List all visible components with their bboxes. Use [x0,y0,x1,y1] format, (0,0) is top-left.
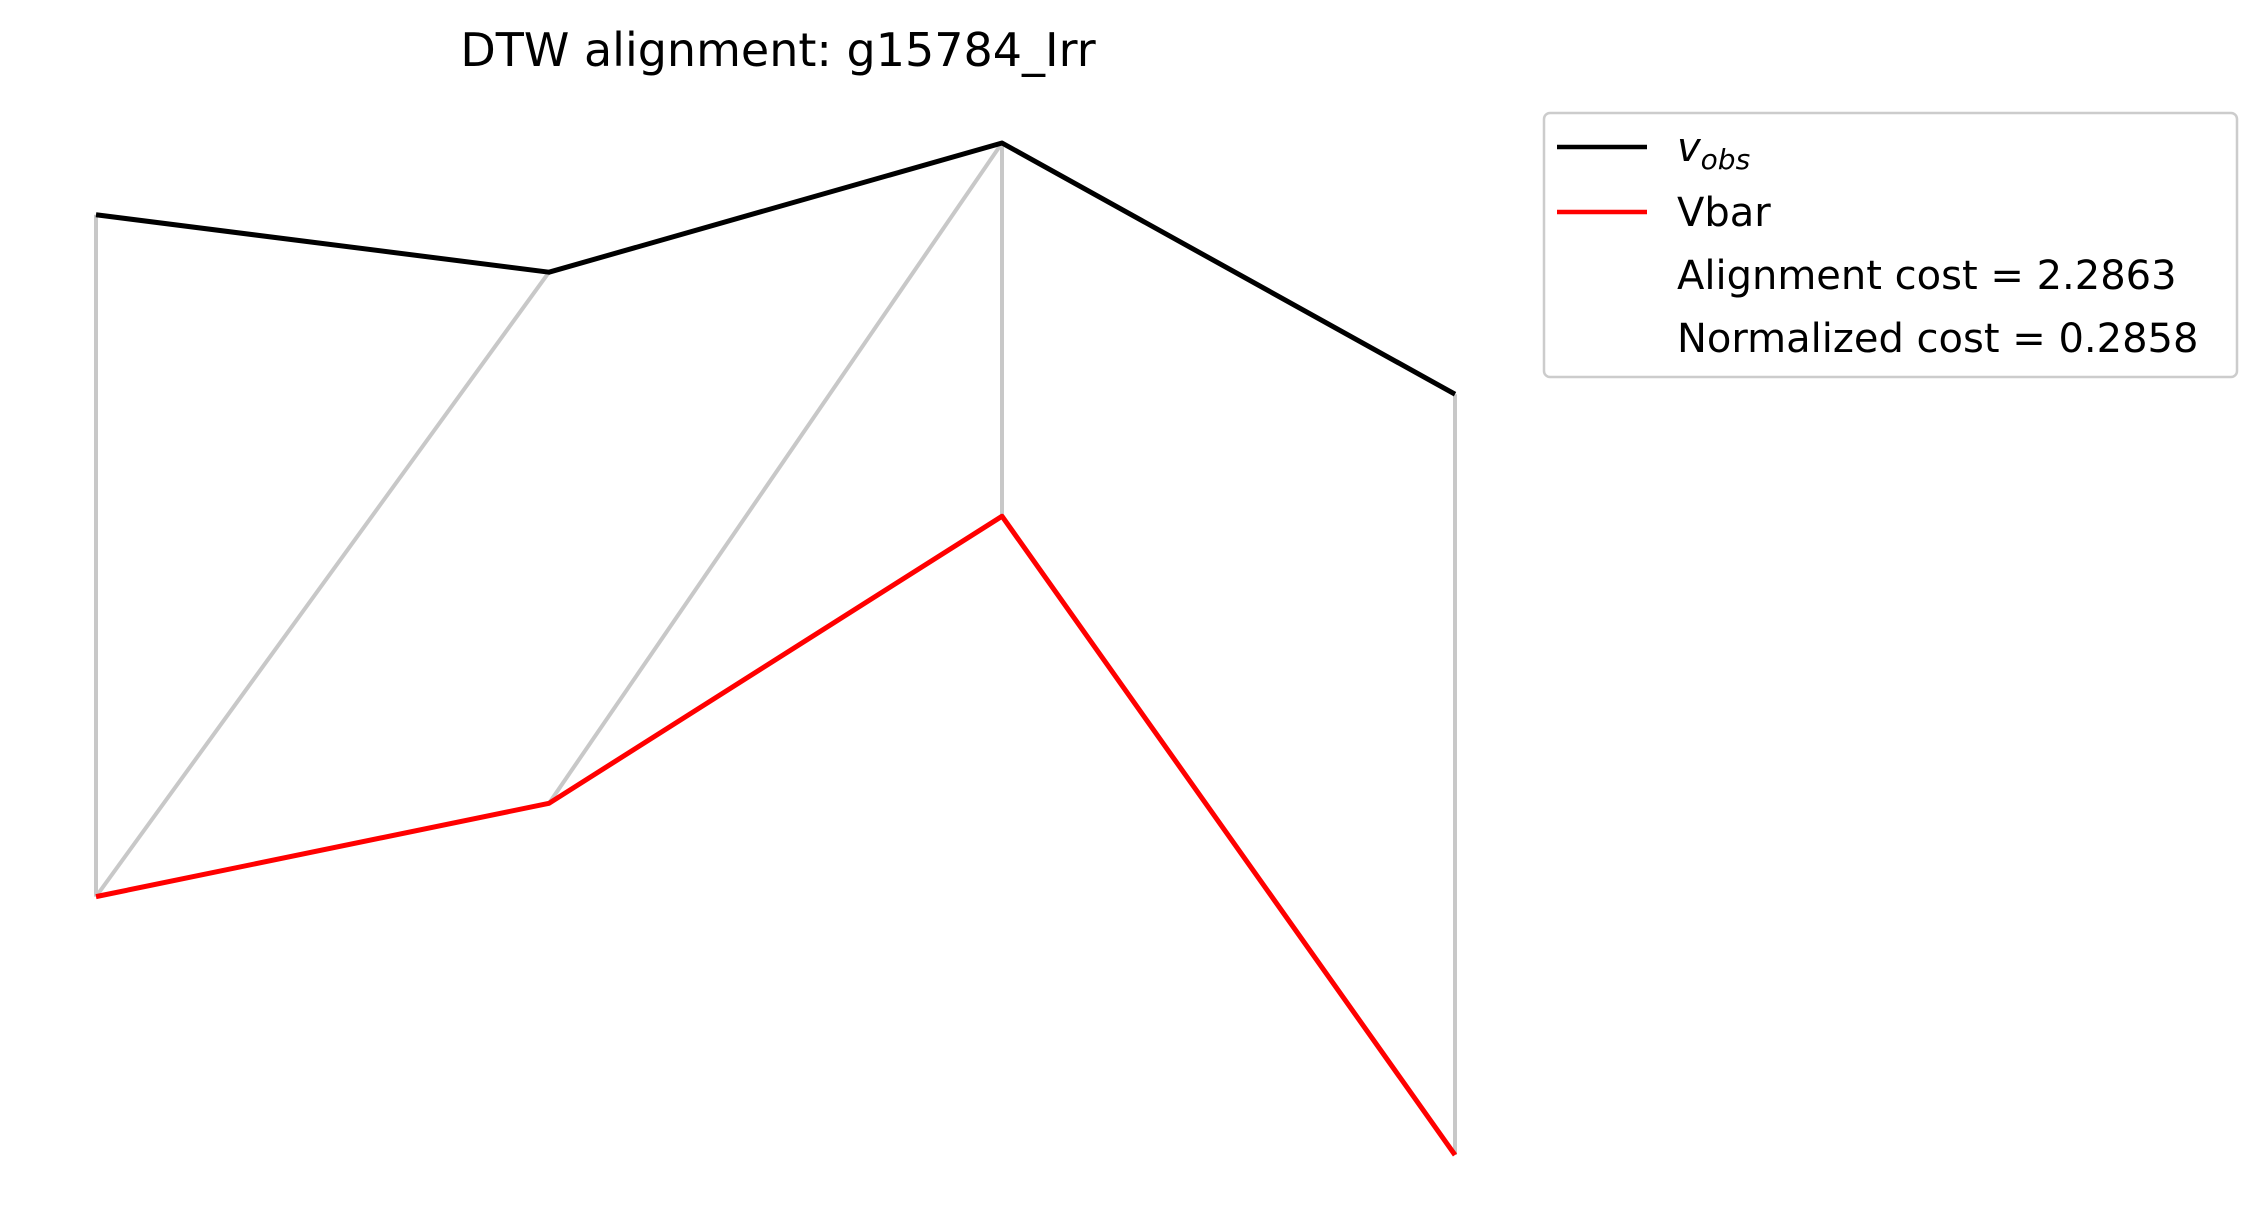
legend: vobs Vbar Alignment cost = 2.2863 Normal… [1542,111,2239,379]
series-lines [95,140,1458,1157]
legend-frame [1542,111,2239,379]
chart-title: DTW alignment: g15784_Irr [460,23,1095,77]
legend-alignment-cost: Alignment cost = 2.2863 [1677,253,2177,299]
legend-label-vbar: Vbar [1677,190,1771,236]
legend-label-v-obs: vobs [1677,125,1750,176]
alignment-line-1 [94,271,551,898]
alignment-lines [94,141,1457,1155]
legend-normalized-cost: Normalized cost = 0.2858 [1677,316,2198,362]
series-line-vbar [95,513,1458,1157]
alignment-line-2 [547,141,1004,805]
series-line-v-obs [95,140,1457,397]
